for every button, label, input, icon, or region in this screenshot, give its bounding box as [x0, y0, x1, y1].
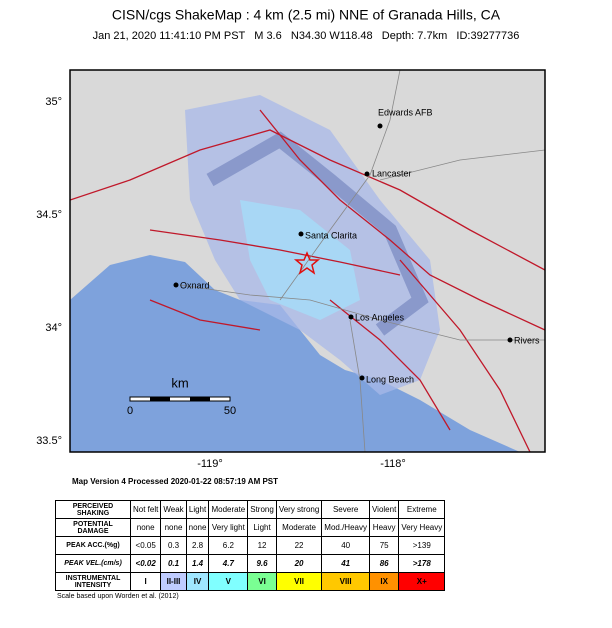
city-label: Long Beach — [366, 374, 414, 384]
city-dot — [359, 375, 365, 381]
legend-cell: Severe — [321, 500, 370, 519]
legend-cell: Strong — [247, 500, 277, 519]
city-dot — [507, 337, 513, 343]
scale-unit: km — [171, 375, 188, 390]
mountains — [206, 131, 429, 336]
lat-label: 34.5° — [36, 209, 62, 221]
city-label: Los Angeles — [355, 312, 405, 322]
legend-cell: 1.4 — [185, 554, 210, 573]
legend-cell: Violent — [368, 500, 400, 519]
map-frame — [69, 69, 546, 453]
map-figure: CISN/cgs ShakeMap : 4 km (2.5 mi) NNE of… — [36, 7, 546, 486]
legend-cell: Very Heavy — [398, 518, 446, 537]
legend-cell: 41 — [321, 554, 370, 573]
legend-cell: Very light — [208, 518, 249, 537]
lon-label: -118° — [380, 458, 406, 470]
row-label: PEAK ACC.(%g) — [55, 536, 131, 555]
legend-cell: none — [185, 518, 210, 537]
title: CISN/cgs ShakeMap : 4 km (2.5 mi) NNE of… — [112, 7, 501, 23]
legend-cell: 4.7 — [208, 554, 249, 573]
legend-cell: Moderate — [275, 518, 323, 537]
legend-cell: Weak — [160, 500, 187, 519]
legend-row: INSTRUMENTAL INTENSITY I II-III IV V VI VII VII… — [55, 572, 446, 591]
legend-cell: Very strong — [275, 500, 323, 519]
map-body: Edwards AFB Lancaster Santa Clarita Oxna… — [70, 70, 545, 452]
city-dot — [364, 171, 370, 177]
legend-cell: 9.6 — [247, 554, 277, 573]
city-dot — [173, 282, 179, 288]
legend-cell: Heavy — [368, 518, 400, 537]
legend-cell: Mod./Heavy — [321, 518, 370, 537]
legend-cell: V — [208, 572, 249, 591]
city-label: Lancaster — [372, 168, 412, 178]
legend-cell: 86 — [368, 554, 400, 573]
legend-cell: none — [129, 518, 162, 537]
legend-cell: Not felt — [129, 500, 162, 519]
roads — [179, 70, 545, 452]
legend-cell: I — [129, 572, 162, 591]
legend-cell: none — [160, 518, 187, 537]
faults — [70, 109, 545, 452]
city-dot — [348, 314, 354, 320]
legend-cell: 20 — [275, 554, 323, 573]
subtitle: Jan 21, 2020 11:41:10 PM PST M 3.6 N34.3… — [93, 30, 520, 42]
legend-row: PERCEIVED SHAKING Not felt Weak Light Modera… — [55, 500, 446, 519]
row-label: PEAK VEL.(cm/s) — [55, 554, 131, 573]
lat-label: 33.5° — [36, 435, 62, 447]
legend-cell: 6.2 — [208, 536, 249, 555]
version: Map Version 4 Processed 2020-01-22 08:57… — [72, 477, 278, 486]
legend-cell: 0.3 — [160, 536, 187, 555]
legend-cell: II-III — [160, 572, 187, 591]
scale-start: 0 — [127, 405, 133, 417]
scale-bar: km 0 50 — [127, 375, 236, 416]
legend-cell: X+ — [398, 572, 446, 591]
lat-label: 35° — [45, 96, 62, 108]
legend-cell: VI — [247, 572, 277, 591]
legend-cell: Extreme — [398, 500, 446, 519]
footnote: Scale based upon Worden et al. (2012) — [57, 593, 179, 600]
legend-cell: 2.8 — [185, 536, 210, 555]
lat-label: 34° — [45, 322, 62, 334]
intensity-legend: PERCEIVED SHAKING Not felt Weak Light Modera… — [55, 500, 446, 591]
city-label: Edwards AFB — [378, 107, 433, 117]
city-label: Oxnard — [180, 280, 210, 290]
city-label: Santa Clarita — [305, 230, 357, 240]
legend-cell: 0.1 — [160, 554, 187, 573]
ocean — [70, 255, 520, 452]
city-dot — [377, 123, 383, 129]
legend-cell: Light — [185, 500, 210, 519]
legend-cell: Light — [247, 518, 277, 537]
legend-cell: VIII — [321, 572, 370, 591]
scale-end: 50 — [224, 405, 236, 417]
legend-cell: 12 — [247, 536, 277, 555]
legend-cell: VII — [275, 572, 323, 591]
legend-cell: >178 — [398, 554, 446, 573]
legend-cell: 40 — [321, 536, 370, 555]
legend-row: PEAK ACC.(%g) <0.05 0.3 2.8 6.2 12 22 40 75 >139 — [55, 536, 446, 555]
city-label: Rivers — [514, 335, 540, 345]
row-label: INSTRUMENTAL INTENSITY — [55, 572, 131, 591]
epicenter — [293, 251, 321, 275]
legend-cell: <0.02 — [129, 554, 162, 573]
row-label: PERCEIVED SHAKING — [55, 500, 131, 519]
legend-row: PEAK VEL.(cm/s) <0.02 0.1 1.4 4.7 9.6 20 41 86 >1… — [55, 554, 446, 573]
legend-cell: 75 — [368, 536, 400, 555]
legend-cell: >139 — [398, 536, 446, 555]
legend-cell: IX — [368, 572, 400, 591]
city-dot — [298, 231, 304, 237]
legend-cell: IV — [185, 572, 210, 591]
legend-row: POTENTIAL DAMAGE none none none Very light Li… — [55, 518, 446, 537]
legend-cell: <0.05 — [129, 536, 162, 555]
legend-cell: Moderate — [208, 500, 249, 519]
row-label: POTENTIAL DAMAGE — [55, 518, 131, 537]
legend-cell: 22 — [275, 536, 323, 555]
lon-label: -119° — [197, 458, 223, 470]
